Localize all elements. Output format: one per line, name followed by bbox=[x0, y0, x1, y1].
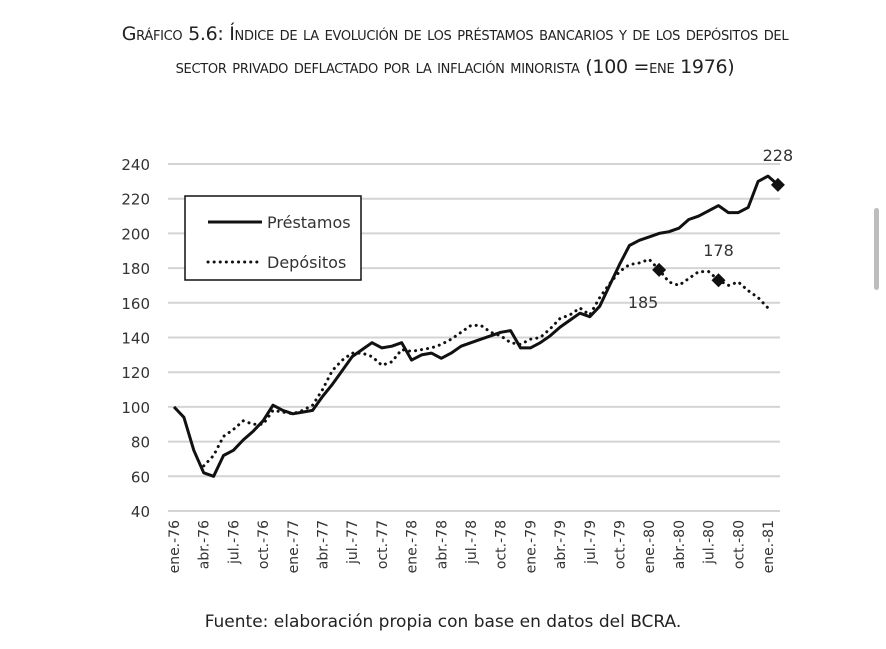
x-axis-ticks: ene.-76 abr.-76 jul.-76 oct.-76 ene.-77 abr.-… bbox=[167, 520, 777, 574]
x-tick-label: jul.-78 bbox=[464, 520, 480, 565]
x-tick-label: jul.-80 bbox=[702, 520, 718, 565]
data-label: 185 bbox=[628, 293, 659, 312]
data-label: 157 bbox=[763, 0, 794, 4]
x-tick-label: ene.-81 bbox=[761, 520, 777, 573]
y-tick-label: 100 bbox=[121, 399, 150, 417]
scrollbar[interactable] bbox=[874, 208, 879, 290]
y-tick-label: 160 bbox=[121, 295, 150, 313]
x-tick-label: abr.-79 bbox=[553, 520, 569, 569]
x-tick-label: ene.-79 bbox=[523, 520, 539, 573]
series-line-prestamos bbox=[172, 174, 779, 478]
x-tick-label: abr.-78 bbox=[434, 520, 450, 569]
x-tick-label: abr.-76 bbox=[197, 520, 213, 569]
y-tick-label: 220 bbox=[121, 191, 150, 209]
y-tick-label: 240 bbox=[121, 156, 150, 174]
y-tick-label: 80 bbox=[131, 434, 150, 452]
x-tick-label: oct.-77 bbox=[375, 520, 391, 569]
legend-label-depositos: Depósitos bbox=[267, 253, 346, 272]
chart-title: Gráfico 5.6: Índice de la evolución de l… bbox=[121, 23, 789, 78]
y-tick-label: 120 bbox=[121, 364, 150, 382]
data-point-marker bbox=[652, 262, 667, 277]
legend: Préstamos Depósitos bbox=[184, 195, 362, 281]
series-lines bbox=[172, 174, 779, 478]
x-tick-label: ene.-78 bbox=[405, 520, 421, 573]
data-label: 178 bbox=[703, 241, 734, 260]
x-tick-label: ene.-80 bbox=[642, 520, 658, 573]
y-tick-label: 180 bbox=[121, 260, 150, 278]
annotations: 228 185 178 157 bbox=[628, 0, 793, 312]
x-tick-label: ene.-76 bbox=[167, 520, 183, 574]
x-tick-label: jul.-79 bbox=[583, 520, 599, 565]
y-tick-label: 60 bbox=[131, 468, 150, 486]
x-tick-label: jul.-76 bbox=[226, 520, 242, 565]
data-point-marker bbox=[711, 273, 726, 288]
legend-box bbox=[184, 195, 362, 281]
y-tick-label: 200 bbox=[121, 225, 150, 243]
x-tick-label: oct.-79 bbox=[613, 520, 629, 569]
data-point-marker bbox=[770, 177, 785, 192]
data-label: 228 bbox=[763, 146, 794, 165]
series-line-depositos bbox=[202, 257, 770, 468]
x-tick-label: ene.-77 bbox=[286, 520, 302, 573]
x-tick-label: oct.-80 bbox=[731, 520, 747, 569]
y-tick-label: 40 bbox=[131, 503, 150, 521]
y-tick-label: 140 bbox=[121, 330, 150, 348]
x-tick-label: oct.-78 bbox=[494, 520, 510, 569]
x-tick-label: abr.-77 bbox=[316, 520, 332, 569]
legend-label-prestamos: Préstamos bbox=[267, 213, 351, 232]
x-tick-label: abr.-80 bbox=[672, 520, 688, 569]
x-tick-label: oct.-76 bbox=[256, 520, 272, 569]
y-axis-ticks: 40 60 80 100 120 140 160 180 200 220 240 bbox=[121, 156, 150, 521]
x-tick-label: jul.-77 bbox=[345, 520, 361, 565]
source-note: Fuente: elaboración propia con base en d… bbox=[204, 612, 682, 632]
